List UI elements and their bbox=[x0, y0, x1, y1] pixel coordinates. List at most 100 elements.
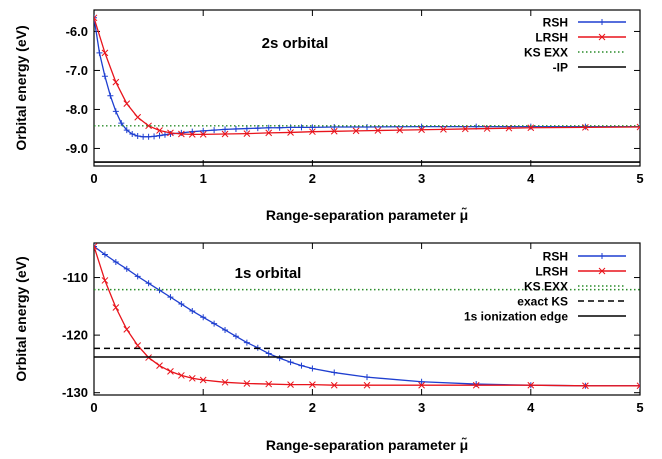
data-point-lrsh bbox=[123, 100, 131, 107]
data-point-rsh bbox=[364, 124, 370, 130]
data-point-lrsh bbox=[112, 78, 120, 86]
data-point-lrsh bbox=[418, 126, 425, 134]
x-tick-label: 0 bbox=[90, 171, 97, 186]
plot-frame bbox=[93, 9, 641, 167]
data-point-rsh bbox=[134, 132, 141, 139]
x-tick-label: 5 bbox=[636, 400, 643, 415]
y-axis-label: Orbital energy (eV) bbox=[13, 25, 29, 150]
data-point-lrsh bbox=[243, 380, 251, 387]
legend-label: KS EXX bbox=[524, 280, 568, 294]
data-point-rsh bbox=[101, 73, 108, 80]
data-point-rsh bbox=[309, 365, 316, 372]
data-point-lrsh bbox=[440, 125, 447, 133]
data-point-lrsh bbox=[221, 378, 229, 386]
panel-2s-orbital: 0 1 2 3 4 5 -6.0 -7.0 -8.0 -9.0 Range-separation p… bbox=[13, 9, 644, 223]
data-point-rsh bbox=[222, 326, 229, 333]
x-tick-label: 4 bbox=[527, 171, 535, 186]
data-point-rsh bbox=[276, 355, 283, 362]
data-point-rsh bbox=[151, 133, 158, 140]
data-point-rsh bbox=[265, 124, 272, 131]
data-point-lrsh bbox=[134, 342, 142, 349]
data-point-lrsh bbox=[582, 382, 589, 390]
legend-label: RSH bbox=[543, 250, 568, 264]
series-line-lrsh bbox=[94, 17, 640, 136]
panel-title: 2s orbital bbox=[262, 35, 329, 52]
x-tick-label: 1 bbox=[200, 171, 207, 186]
data-point-lrsh bbox=[309, 381, 316, 388]
data-point-lrsh bbox=[287, 381, 294, 388]
data-point-lrsh bbox=[396, 126, 404, 134]
data-point-rsh bbox=[107, 92, 114, 99]
data-point-lrsh bbox=[199, 131, 207, 138]
data-point-rsh bbox=[200, 127, 207, 134]
data-point-rsh bbox=[94, 14, 97, 21]
x-tick-label: 2 bbox=[309, 171, 316, 186]
legend-label: LRSH bbox=[535, 31, 568, 45]
series-line-rsh bbox=[94, 245, 640, 387]
x-tick-label: 5 bbox=[636, 171, 643, 186]
x-tick-label: 1 bbox=[200, 400, 207, 415]
data-point-rsh bbox=[101, 251, 108, 258]
data-point-lrsh bbox=[112, 304, 120, 311]
data-point-rsh bbox=[112, 259, 119, 265]
data-point-rsh bbox=[156, 287, 163, 294]
data-point-rsh bbox=[309, 124, 316, 131]
data-point-rsh bbox=[232, 333, 239, 340]
data-point-lrsh bbox=[352, 127, 360, 135]
data-point-rsh bbox=[243, 339, 250, 346]
data-point-lrsh bbox=[145, 122, 152, 130]
x-tick-label: 2 bbox=[309, 400, 316, 415]
data-point-lrsh bbox=[156, 127, 163, 134]
data-point-lrsh bbox=[123, 326, 131, 333]
data-point-lrsh bbox=[636, 382, 640, 390]
data-point-rsh bbox=[189, 128, 196, 135]
y-tick-label: -6.0 bbox=[66, 24, 88, 39]
data-point-rsh bbox=[94, 243, 97, 250]
data-point-lrsh bbox=[167, 129, 174, 137]
data-point-lrsh bbox=[94, 14, 98, 22]
legend-label: exact KS bbox=[517, 295, 568, 309]
data-point-lrsh bbox=[188, 131, 196, 138]
x-tick-label: 3 bbox=[418, 171, 425, 186]
data-point-rsh bbox=[178, 301, 185, 308]
data-point-rsh bbox=[134, 273, 141, 280]
data-point-lrsh bbox=[156, 362, 163, 369]
data-point-rsh bbox=[178, 129, 185, 136]
data-point-lrsh bbox=[527, 381, 535, 389]
data-point-lrsh bbox=[134, 113, 142, 121]
data-point-lrsh bbox=[178, 130, 185, 138]
y-tick-label: -130 bbox=[62, 385, 88, 400]
legend-marker bbox=[599, 19, 605, 25]
data-point-rsh bbox=[161, 131, 168, 138]
data-point-rsh bbox=[222, 126, 229, 133]
data-point-rsh bbox=[129, 131, 136, 138]
data-point-rsh bbox=[112, 108, 119, 115]
data-point-rsh bbox=[298, 362, 305, 369]
data-point-lrsh bbox=[461, 125, 469, 133]
legend-label: KS EXX bbox=[524, 46, 568, 60]
data-point-rsh bbox=[211, 320, 218, 327]
data-point-lrsh bbox=[527, 124, 535, 132]
data-point-rsh bbox=[145, 133, 152, 140]
data-point-rsh bbox=[265, 350, 272, 357]
data-point-rsh bbox=[287, 359, 294, 366]
data-point-lrsh bbox=[167, 368, 174, 375]
data-point-rsh bbox=[140, 133, 147, 140]
data-point-lrsh bbox=[374, 127, 382, 134]
legend-label: 1s ionization edge bbox=[464, 310, 568, 324]
data-point-lrsh bbox=[309, 128, 316, 136]
data-point-lrsh bbox=[265, 380, 273, 388]
data-point-lrsh bbox=[483, 125, 491, 132]
data-point-rsh bbox=[473, 381, 480, 388]
data-point-rsh bbox=[331, 369, 338, 376]
data-point-lrsh bbox=[472, 381, 480, 389]
x-tick-label: 3 bbox=[418, 400, 425, 415]
data-point-rsh bbox=[243, 125, 250, 132]
data-point-lrsh bbox=[101, 49, 109, 57]
y-tick-label: -7.0 bbox=[66, 63, 88, 78]
data-point-lrsh bbox=[101, 277, 109, 284]
x-axis-label: Range-separation parameter μ̃ bbox=[266, 436, 468, 453]
